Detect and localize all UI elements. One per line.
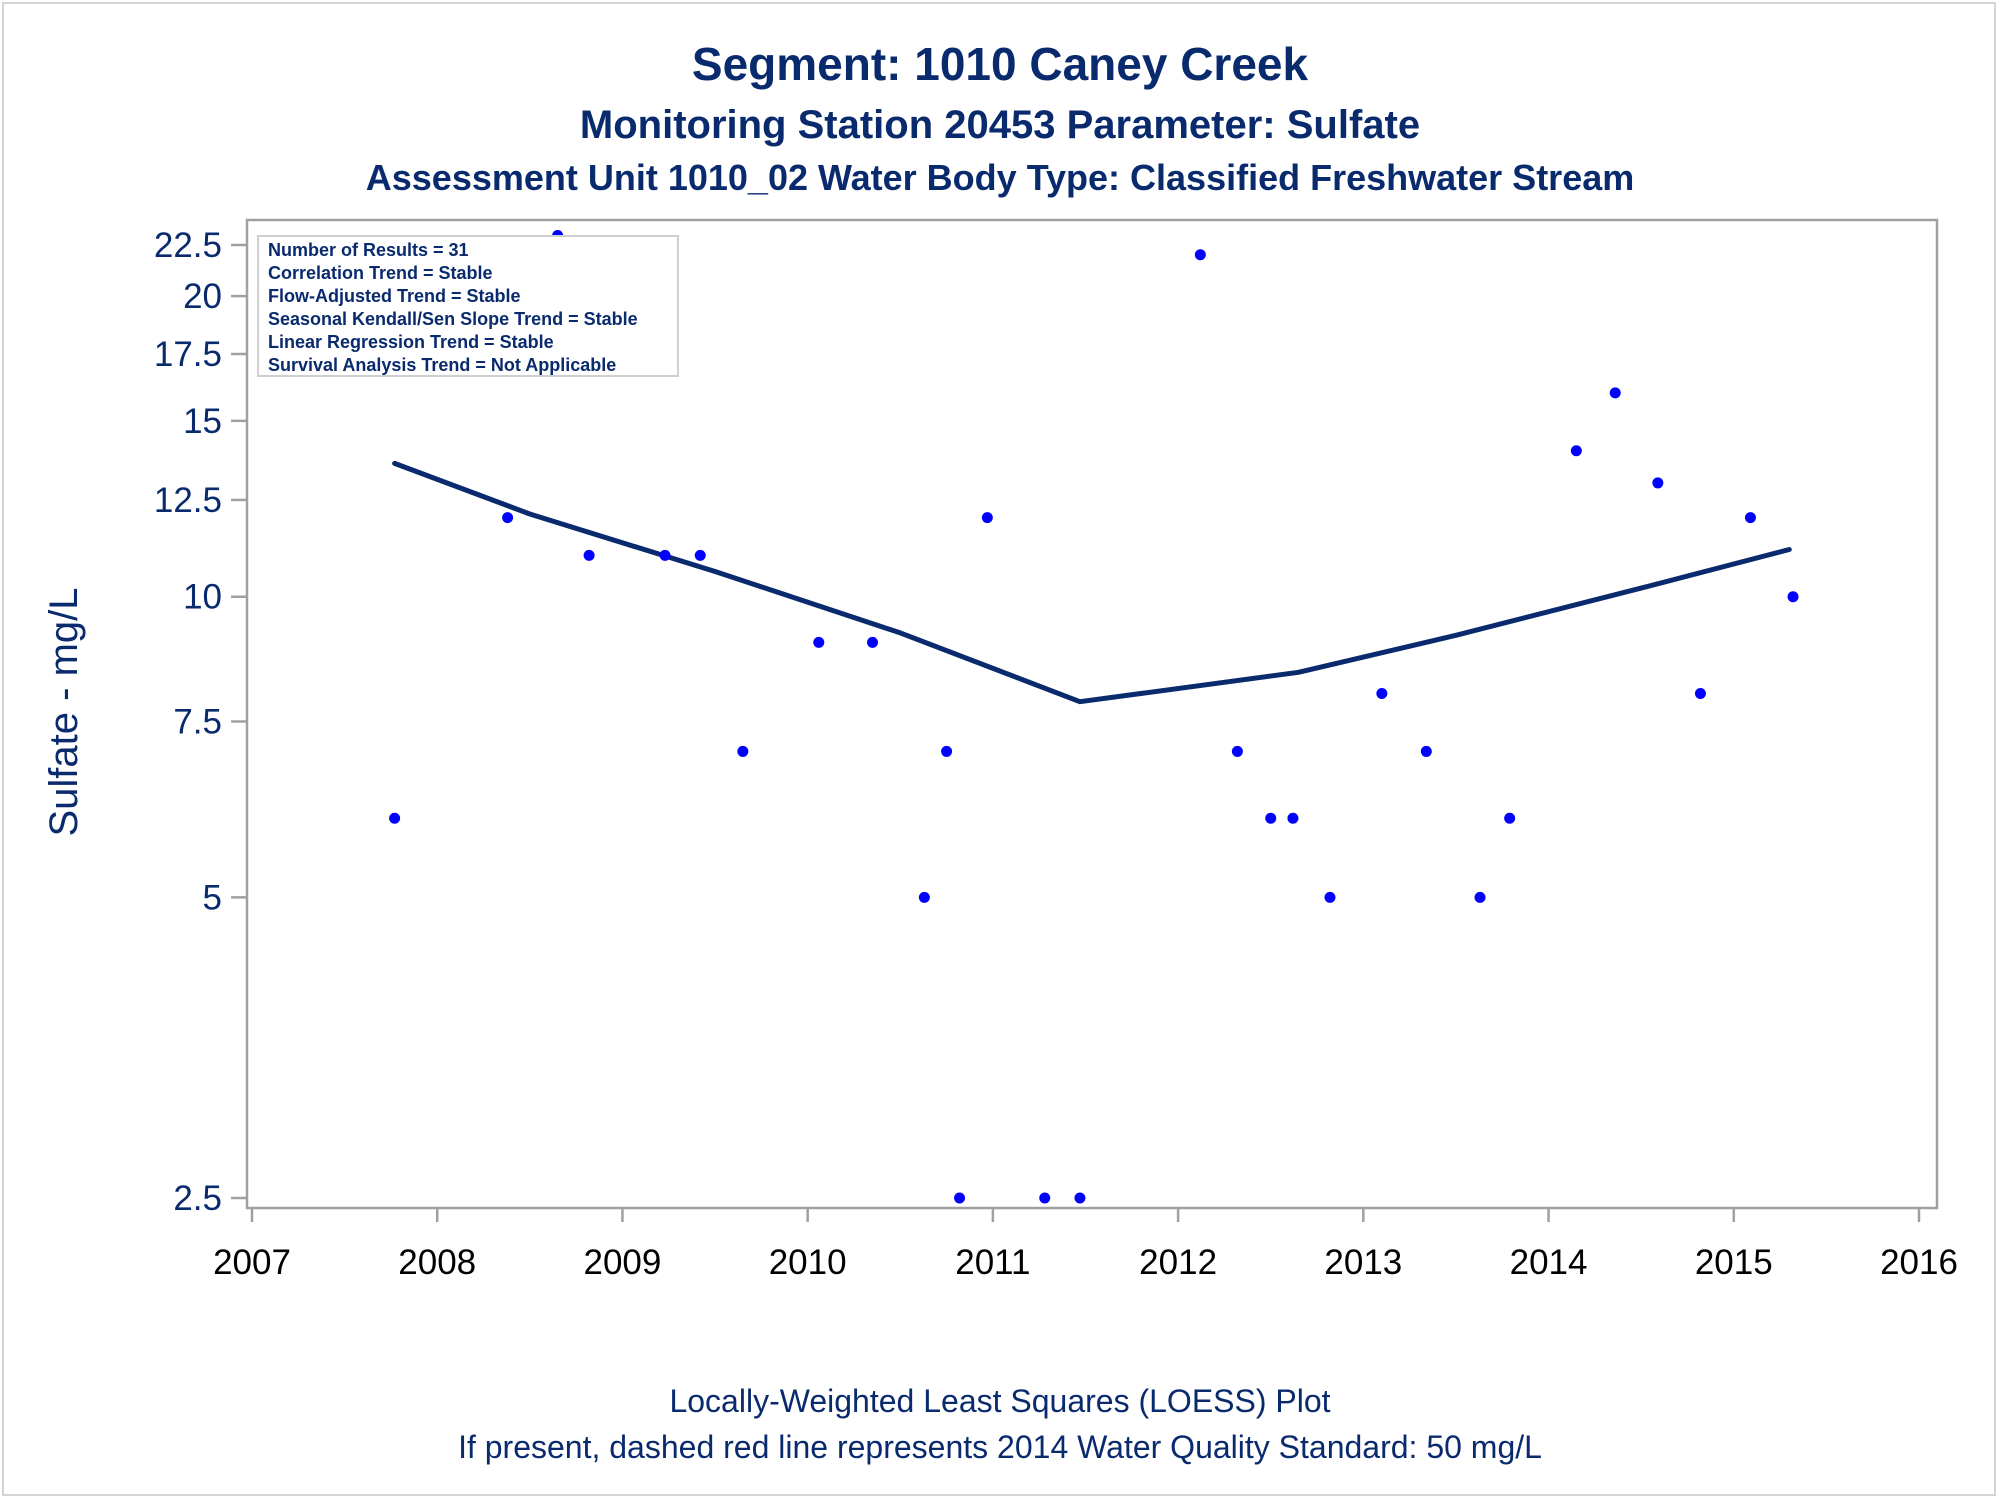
chart-subtitle-2: Assessment Unit 1010_02 Water Body Type:… xyxy=(366,157,1635,198)
data-point xyxy=(1787,591,1799,603)
stats-line: Correlation Trend = Stable xyxy=(268,263,493,283)
data-point xyxy=(954,1192,966,1204)
x-tick-label: 2010 xyxy=(769,1243,847,1282)
plot-area xyxy=(245,218,1939,1210)
x-tick-label: 2014 xyxy=(1510,1243,1588,1282)
footnote-standard: If present, dashed red line represents 2… xyxy=(458,1429,1542,1465)
chart-title: Segment: 1010 Caney Creek xyxy=(692,38,1309,90)
y-tick-label: 12.5 xyxy=(154,481,222,520)
data-point xyxy=(1609,387,1621,399)
data-point xyxy=(1074,1192,1086,1204)
x-tick-label: 2008 xyxy=(398,1243,476,1282)
x-tick-label: 2011 xyxy=(955,1243,1030,1282)
data-point xyxy=(1039,1192,1051,1204)
data-point xyxy=(1474,891,1486,903)
y-tick-label: 5 xyxy=(203,878,222,917)
x-tick-label: 2013 xyxy=(1324,1243,1402,1282)
stats-box-text: Number of Results = 31 Correlation Trend … xyxy=(268,240,638,375)
x-tick-label: 2009 xyxy=(584,1243,662,1282)
data-point xyxy=(981,512,993,524)
footnote-loess: Locally-Weighted Least Squares (LOESS) P… xyxy=(669,1383,1330,1419)
y-tick-label: 10 xyxy=(183,578,222,617)
x-tick-label: 2016 xyxy=(1880,1243,1958,1282)
y-tick-label: 22.5 xyxy=(154,226,222,265)
data-point xyxy=(1376,688,1388,700)
stats-line: Survival Analysis Trend = Not Applicable xyxy=(268,355,616,375)
stats-line: Linear Regression Trend = Stable xyxy=(268,332,554,352)
data-point xyxy=(1420,745,1432,757)
stats-line: Number of Results = 31 xyxy=(268,240,469,260)
data-point xyxy=(1744,512,1756,524)
data-point xyxy=(1652,477,1664,489)
stats-box xyxy=(257,235,679,377)
x-tick-label: 2015 xyxy=(1695,1243,1773,1282)
chart-subtitle: Monitoring Station 20453 Parameter: Sulf… xyxy=(580,103,1420,147)
data-point xyxy=(1324,891,1336,903)
y-tick-label: 7.5 xyxy=(173,703,222,742)
loess-trend xyxy=(392,460,1792,705)
x-tick-label: 2007 xyxy=(213,1243,291,1282)
stats-line: Flow-Adjusted Trend = Stable xyxy=(268,286,521,306)
data-point xyxy=(1694,688,1706,700)
y-tick-label: 15 xyxy=(183,402,222,441)
y-tick-label: 2.5 xyxy=(173,1179,222,1218)
data-point xyxy=(918,891,930,903)
data-point xyxy=(941,745,953,757)
data-point xyxy=(583,549,595,561)
y-axis: 2.5 5 7.5 10 12.5 15 17.5 20 22.5 xyxy=(154,226,247,1218)
data-point xyxy=(694,549,706,561)
x-tick-label: 2012 xyxy=(1139,1243,1217,1282)
data-point xyxy=(737,745,749,757)
data-point xyxy=(1287,812,1299,824)
data-point xyxy=(1265,812,1277,824)
data-point xyxy=(659,549,671,561)
data-point xyxy=(866,636,878,648)
data-point xyxy=(389,812,401,824)
x-axis: 2007 2008 2009 2010 2011 2012 2013 2014 2015 2016 xyxy=(213,1208,1958,1282)
y-tick-label: 20 xyxy=(183,277,222,316)
data-point xyxy=(1231,745,1243,757)
loess-line xyxy=(392,460,1792,705)
y-axis-label: Sulfate - mg/L xyxy=(42,587,86,836)
data-point xyxy=(1504,812,1516,824)
y-tick-label: 17.5 xyxy=(154,335,222,374)
data-point xyxy=(502,512,514,524)
stats-line: Seasonal Kendall/Sen Slope Trend = Stabl… xyxy=(268,309,638,329)
data-point xyxy=(1570,445,1582,457)
data-point xyxy=(813,636,825,648)
data-point xyxy=(1194,249,1206,261)
